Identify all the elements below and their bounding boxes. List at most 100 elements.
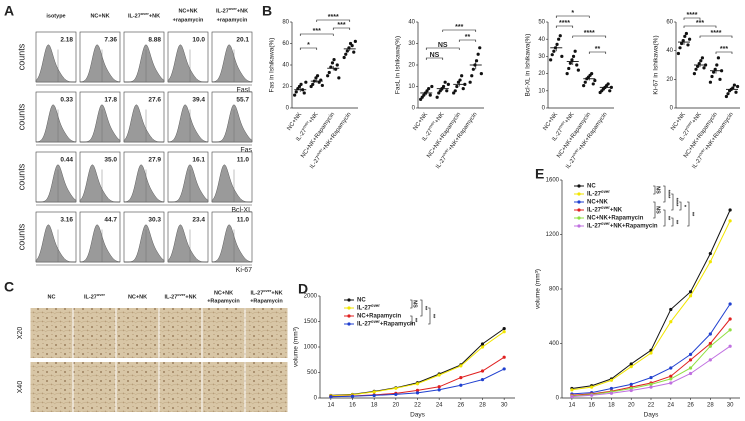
y-tick-label: 0 <box>556 396 560 402</box>
series-marker <box>350 394 355 398</box>
superscript: over <box>263 289 272 293</box>
significance-label: *** <box>696 20 704 27</box>
data-point <box>712 70 716 74</box>
column-header: +rapamycin <box>217 17 248 23</box>
significance-bracket <box>410 299 413 309</box>
histogram <box>211 44 253 83</box>
series-marker <box>394 386 398 390</box>
series-line <box>571 220 731 391</box>
series-marker <box>728 208 732 212</box>
data-point <box>680 41 684 46</box>
column-header: IL-27over+NK <box>128 12 160 19</box>
y-axis-label: Fas in Ishikawa(%) <box>269 38 276 93</box>
significance-label: ** <box>689 212 695 217</box>
y-tick-label: 10 <box>538 88 545 94</box>
series-marker <box>669 307 673 312</box>
data-point <box>345 49 349 53</box>
data-point <box>455 84 459 89</box>
histogram <box>123 164 165 203</box>
data-point <box>435 95 439 99</box>
superscript: over <box>97 293 106 297</box>
histogram <box>167 224 208 263</box>
y-tick-label: 0 <box>412 106 416 112</box>
percent-label: 17.8 <box>104 97 117 104</box>
series-marker <box>688 358 693 362</box>
data-point <box>684 31 689 36</box>
superscript: over <box>371 319 380 324</box>
x-tick-label: 22 <box>414 403 421 409</box>
significance-bracket <box>420 299 423 317</box>
series-marker <box>669 320 673 324</box>
percent-label: 23.4 <box>192 217 205 224</box>
histogram <box>35 104 77 143</box>
legend-label: NC+Rapamycin <box>357 314 402 320</box>
x-tick-label: NC+NK <box>286 112 303 132</box>
percent-label: 20.1 <box>236 37 249 44</box>
percent-label: 11.0 <box>237 157 250 164</box>
x-tick-label: 14 <box>569 403 576 409</box>
data-point <box>294 90 298 94</box>
significance-label: NS <box>438 42 448 49</box>
series-marker <box>688 290 693 294</box>
series-marker <box>649 351 653 355</box>
superscript: over <box>601 205 610 210</box>
percent-label: 10.0 <box>192 37 205 44</box>
data-point <box>453 89 457 93</box>
histogram <box>79 164 120 203</box>
x-tick-label: 14 <box>327 403 334 409</box>
legend-marker <box>577 200 581 204</box>
y-tick-label: 0 <box>670 106 674 112</box>
column-header: IL-27over+NK <box>164 293 196 300</box>
series-marker <box>502 330 506 334</box>
y-tick-label: 10 <box>408 84 415 90</box>
x-tick-label: 20 <box>628 403 635 409</box>
histogram <box>79 224 121 263</box>
row-label: X40 <box>17 381 24 394</box>
y-tick-label: 20 <box>408 63 415 69</box>
significance-label: ** <box>673 220 679 225</box>
legend-label: NC+NK+Rapamycin <box>587 216 644 222</box>
series-marker <box>669 374 673 378</box>
significance-bracket <box>316 19 351 22</box>
significance-label: NS <box>412 300 418 308</box>
superscript: over <box>441 147 450 157</box>
data-point <box>476 52 480 56</box>
histogram <box>79 44 121 83</box>
significance-label: * <box>307 42 310 49</box>
data-point <box>293 93 297 97</box>
data-point <box>583 80 587 84</box>
significance-label: ** <box>412 318 418 323</box>
significance-label: ** <box>422 306 428 311</box>
x-axis-label: Days <box>644 412 660 419</box>
x-tick-label: 24 <box>667 403 674 409</box>
series-marker <box>728 302 732 306</box>
data-point <box>344 52 348 56</box>
series-marker <box>609 386 614 391</box>
y-axis-label: counts <box>16 223 26 250</box>
series-marker <box>688 352 693 356</box>
series-marker <box>728 317 732 321</box>
percent-label: 16.1 <box>192 157 205 164</box>
y-axis-label: counts <box>16 43 26 70</box>
histogram <box>80 104 121 143</box>
panel-label: A <box>4 3 14 19</box>
data-point <box>715 63 719 67</box>
significance-label: *** <box>455 24 463 31</box>
histogram <box>124 44 165 83</box>
histogram <box>35 44 76 83</box>
legend-label: IL-27over <box>587 189 610 198</box>
data-point <box>470 74 474 78</box>
data-point <box>571 54 576 59</box>
series-marker <box>649 375 653 380</box>
significance-bracket <box>715 51 733 54</box>
significance-label: **** <box>584 30 595 37</box>
percent-label: 3.16 <box>60 217 73 224</box>
column-header: +rapamycin <box>173 17 204 23</box>
histogram <box>36 164 77 203</box>
data-point <box>734 90 738 94</box>
data-point <box>567 66 571 71</box>
significance-bracket <box>687 201 690 227</box>
series-marker <box>590 393 594 397</box>
series-marker <box>415 391 420 395</box>
ihc-image <box>73 308 116 358</box>
